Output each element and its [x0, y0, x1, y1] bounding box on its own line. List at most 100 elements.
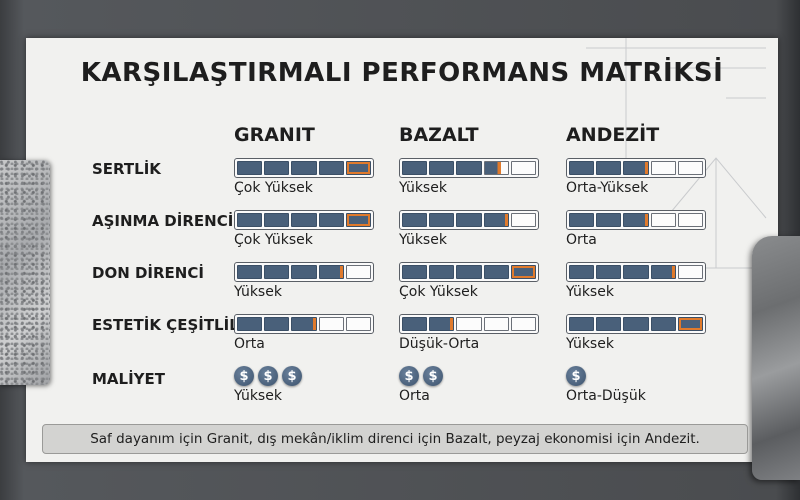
rating-segment [596, 265, 622, 279]
rating-segment [237, 161, 263, 175]
rating-segment [318, 265, 344, 279]
rating-segment [510, 213, 537, 227]
cost-text: Orta [399, 388, 430, 404]
rating-segment [429, 317, 455, 331]
rating-segment [237, 213, 263, 227]
rating-segment [650, 161, 676, 175]
rating-segment [483, 265, 509, 279]
rating-segment [318, 317, 344, 331]
row-label-1: SERTLİK [92, 160, 161, 178]
rating-meter [234, 262, 374, 282]
rating-segment [623, 213, 649, 227]
rating-segment [264, 161, 290, 175]
rating-segment [510, 265, 537, 279]
rating-text: Çok Yüksek [234, 180, 313, 196]
rating-segment [264, 213, 290, 227]
rating-segment [402, 161, 428, 175]
rating-segment [483, 161, 509, 175]
row-label-2: AŞINMA DİRENCİ [92, 212, 234, 230]
rating-text: Yüksek [566, 336, 614, 352]
rating-segment [429, 161, 455, 175]
rating-meter [566, 210, 706, 230]
rating-segment [623, 265, 649, 279]
rating-segment [650, 317, 676, 331]
rating-segment [264, 265, 290, 279]
rating-segment [402, 317, 428, 331]
rating-segment [569, 317, 595, 331]
rating-meter [234, 314, 374, 334]
rating-text: Orta-Yüksek [566, 180, 649, 196]
rating-segment [596, 161, 622, 175]
cost-coins: $ $ [399, 366, 443, 386]
rating-meter [566, 158, 706, 178]
rating-meter [234, 210, 374, 230]
rating-segment [596, 213, 622, 227]
cost-coins: $ [566, 366, 586, 386]
rating-meter [399, 314, 539, 334]
row-label-4: ESTETİK ÇEŞİTLİLİK [92, 316, 256, 334]
rating-text: Düşük-Orta [399, 336, 480, 352]
rating-segment [677, 265, 704, 279]
rating-segment [237, 317, 263, 331]
rating-text: Orta [566, 232, 597, 248]
rating-segment [650, 265, 676, 279]
rating-segment [623, 317, 649, 331]
rating-segment [510, 317, 537, 331]
row-label-3: DON DİRENCİ [92, 264, 204, 282]
rating-segment [456, 161, 482, 175]
summary-footer: Saf dayanım için Granit, dış mekân/iklim… [42, 424, 748, 454]
rating-segment [483, 317, 509, 331]
dollar-coin-icon: $ [258, 366, 278, 386]
rating-segment [237, 265, 263, 279]
rating-meter [399, 210, 539, 230]
cost-text: Orta-Düşük [566, 388, 646, 404]
rating-text: Yüksek [399, 180, 447, 196]
rating-text: Yüksek [566, 284, 614, 300]
dollar-coin-icon: $ [234, 366, 254, 386]
rating-segment [402, 265, 428, 279]
rating-segment [291, 317, 317, 331]
rating-segment [291, 161, 317, 175]
cost-text: Yüksek [234, 388, 282, 404]
cost-coins: $ $ $ [234, 366, 302, 386]
rating-text: Çok Yüksek [399, 284, 478, 300]
rating-segment [318, 161, 344, 175]
dollar-coin-icon: $ [566, 366, 586, 386]
rating-segment [429, 265, 455, 279]
rating-segment [318, 213, 344, 227]
dollar-coin-icon: $ [423, 366, 443, 386]
rating-segment [623, 161, 649, 175]
rating-segment [402, 213, 428, 227]
rating-segment [650, 213, 676, 227]
rating-segment [483, 213, 509, 227]
rating-meter [566, 314, 706, 334]
rating-segment [345, 317, 372, 331]
dollar-coin-icon: $ [282, 366, 302, 386]
rating-segment [429, 213, 455, 227]
andesite-rocks-image [752, 236, 800, 480]
rating-segment [569, 161, 595, 175]
rating-text: Yüksek [399, 232, 447, 248]
granite-stone-image [0, 160, 50, 385]
rating-segment [291, 213, 317, 227]
rating-meter [399, 262, 539, 282]
column-header-2: BAZALT [399, 124, 479, 146]
rating-segment [345, 161, 372, 175]
rating-meter [566, 262, 706, 282]
rating-segment [291, 265, 317, 279]
rating-segment [456, 213, 482, 227]
column-header-1: GRANIT [234, 124, 315, 146]
row-label-cost: MALİYET [92, 370, 166, 388]
rating-segment [456, 317, 482, 331]
dollar-coin-icon: $ [399, 366, 419, 386]
rating-text: Yüksek [234, 284, 282, 300]
matrix-panel [26, 38, 778, 462]
rating-segment [677, 317, 704, 331]
rating-meter [399, 158, 539, 178]
rating-text: Çok Yüksek [234, 232, 313, 248]
rating-segment [596, 317, 622, 331]
rating-text: Orta [234, 336, 265, 352]
rating-segment [345, 265, 372, 279]
rating-segment [569, 265, 595, 279]
rating-segment [264, 317, 290, 331]
